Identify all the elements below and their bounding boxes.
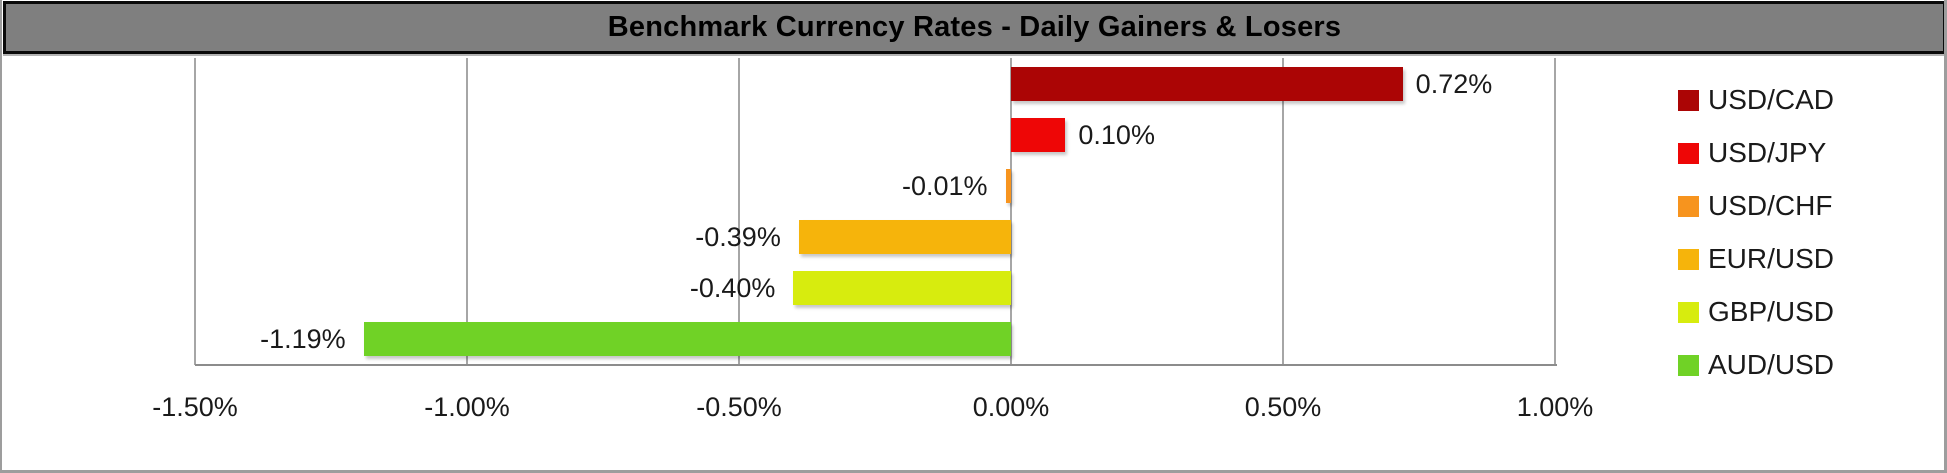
legend-label: USD/CHF (1708, 190, 1833, 221)
legend-label: USD/JPY (1708, 137, 1827, 168)
chart-title: Benchmark Currency Rates - Daily Gainers… (607, 11, 1342, 43)
gridline (738, 58, 740, 365)
bar-value-label: -0.01% (902, 170, 988, 201)
chart-title-bar: Benchmark Currency Rates - Daily Gainers… (3, 1, 1944, 54)
legend-entry-gbp-usd: GBP/USD (1678, 296, 1835, 327)
x-tick-label: -0.50% (696, 392, 782, 422)
legend-swatch-icon (1678, 195, 1699, 217)
legend-swatch-icon (1678, 354, 1699, 376)
bar-value-label: -1.19% (260, 324, 346, 355)
bar-value-label: -0.39% (695, 222, 781, 253)
bar-usd-jpy (1011, 117, 1066, 152)
x-tick-label: 1.00% (1516, 392, 1594, 422)
x-tick-label: 0.00% (972, 392, 1050, 422)
legend-swatch-icon (1678, 142, 1699, 164)
legend-entry-usd-jpy: USD/JPY (1678, 137, 1827, 168)
gridline (194, 58, 196, 365)
bar-value-label: 0.10% (1078, 119, 1155, 150)
bar-value-label: 0.72% (1415, 68, 1493, 99)
gridline (1010, 58, 1012, 365)
plot-area (194, 58, 1556, 365)
legend-label: USD/CAD (1708, 84, 1835, 115)
bar-aud-usd (363, 322, 1011, 357)
x-tick-label: 0.50% (1244, 392, 1322, 422)
x-tick-label: -1.50% (152, 392, 238, 422)
legend-label: AUD/USD (1708, 349, 1835, 380)
legend-entry-usd-cad: USD/CAD (1678, 84, 1835, 115)
legend-label: EUR/USD (1708, 243, 1835, 274)
legend-swatch-icon (1678, 89, 1699, 111)
gridline (466, 58, 468, 365)
bar-eur-usd (798, 220, 1011, 255)
x-axis-line (195, 364, 1557, 366)
bar-usd-cad (1011, 66, 1403, 101)
bar-gbp-usd (793, 271, 1011, 306)
legend-entry-aud-usd: AUD/USD (1678, 349, 1835, 380)
legend-swatch-icon (1678, 248, 1699, 270)
x-tick-label: -1.00% (424, 392, 510, 422)
bar-value-label: -0.40% (689, 273, 776, 304)
gridline (1554, 58, 1556, 365)
legend-entry-eur-usd: EUR/USD (1678, 243, 1835, 274)
bar-usd-chf (1005, 168, 1011, 203)
gridline (1282, 58, 1284, 365)
legend-entry-usd-chf: USD/CHF (1678, 190, 1833, 221)
legend-label: GBP/USD (1708, 296, 1835, 327)
legend-swatch-icon (1678, 301, 1699, 323)
